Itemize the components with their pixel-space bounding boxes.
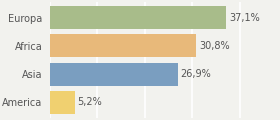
- Bar: [50, 91, 75, 114]
- Bar: [50, 34, 196, 57]
- Text: 26,9%: 26,9%: [181, 69, 211, 79]
- Text: 30,8%: 30,8%: [199, 41, 230, 51]
- Bar: [50, 63, 178, 86]
- Text: 37,1%: 37,1%: [229, 13, 260, 23]
- Bar: [50, 6, 226, 29]
- Text: 5,2%: 5,2%: [78, 97, 102, 107]
